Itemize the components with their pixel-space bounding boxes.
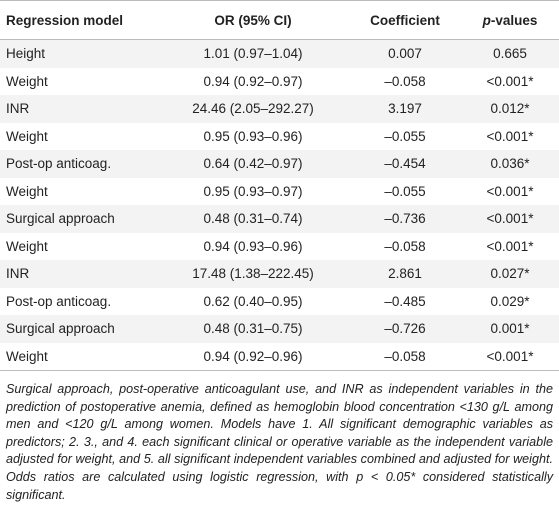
header-text: -values — [490, 12, 538, 28]
cell: <0.001* — [486, 211, 534, 227]
table-row: Surgical approach 0.48 (0.31–0.74) –0.736 <… — [0, 205, 559, 233]
table-row: Weight 0.94 (0.92–0.96) –0.058 <0.001* — [0, 343, 559, 371]
table-row: Surgical approach 0.48 (0.31–0.75) –0.726 0… — [0, 315, 559, 343]
cell: –0.736 — [384, 211, 426, 227]
cell: –0.055 — [384, 128, 426, 144]
cell: 0.48 (0.31–0.75) — [203, 321, 303, 337]
cell: 0.95 (0.93–0.96) — [203, 128, 303, 144]
cell: Surgical approach — [6, 211, 115, 227]
cell: –0.058 — [384, 348, 426, 364]
cell: 0.027* — [490, 266, 530, 282]
table-body: Height 1.01 (0.97–1.04) 0.007 0.665 Weight 0.… — [0, 39, 559, 371]
cell: 0.665 — [493, 46, 527, 62]
cell: –0.058 — [384, 73, 426, 89]
cell: 1.01 (0.97–1.04) — [203, 46, 303, 62]
cell: 0.94 (0.93–0.96) — [203, 238, 303, 254]
cell: Height — [6, 46, 46, 62]
cell: Surgical approach — [6, 321, 115, 337]
table-row: Weight 0.94 (0.92–0.97) –0.058 <0.001* — [0, 68, 559, 96]
cell: Post-op anticoag. — [6, 156, 112, 172]
table-row: Post-op anticoag. 0.64 (0.42–0.97) –0.454 0… — [0, 150, 559, 178]
table-row: Weight 0.95 (0.93–0.96) –0.055 <0.001* — [0, 123, 559, 151]
cell: <0.001* — [486, 348, 534, 364]
cell: 0.001* — [490, 321, 530, 337]
table-row: Height 1.01 (0.97–1.04) 0.007 0.665 — [0, 39, 559, 68]
cell: 24.46 (2.05–292.27) — [192, 101, 314, 117]
cell: 0.036* — [490, 156, 530, 172]
header-row: Regression model OR (95% CI) Coefficient p-… — [0, 0, 559, 40]
cell: INR — [6, 101, 30, 117]
cell: <0.001* — [486, 238, 534, 254]
cell: INR — [6, 266, 30, 282]
cell: 0.62 (0.40–0.95) — [203, 293, 303, 309]
table-row: Weight 0.95 (0.93–0.97) –0.055 <0.001* — [0, 178, 559, 206]
column-header: Regression model — [0, 0, 157, 40]
cell: 0.48 (0.31–0.74) — [203, 211, 303, 227]
cell: 3.197 — [388, 101, 422, 117]
cell: –0.055 — [384, 183, 426, 199]
cell: Weight — [6, 183, 48, 199]
cell: –0.485 — [384, 293, 426, 309]
results-table: Regression model OR (95% CI) Coefficient p-… — [0, 0, 559, 371]
cell: Weight — [6, 128, 48, 144]
cell: 17.48 (1.38–222.45) — [192, 266, 314, 282]
table-row: INR 17.48 (1.38–222.45) 2.861 0.027* — [0, 260, 559, 288]
cell: Weight — [6, 348, 48, 364]
cell: –0.726 — [384, 321, 426, 337]
footnote: Surgical approach, post-operative antico… — [0, 370, 559, 504]
cell: 0.64 (0.42–0.97) — [203, 156, 303, 172]
table-row: INR 24.46 (2.05–292.27) 3.197 0.012* — [0, 95, 559, 123]
cell: Post-op anticoag. — [6, 293, 112, 309]
cell: 0.94 (0.92–0.96) — [203, 348, 303, 364]
cell: 0.95 (0.93–0.97) — [203, 183, 303, 199]
cell: –0.454 — [384, 156, 426, 172]
table-row: Post-op anticoag. 0.62 (0.40–0.95) –0.485 0… — [0, 288, 559, 316]
cell: <0.001* — [486, 183, 534, 199]
cell: Weight — [6, 238, 48, 254]
cell: –0.058 — [384, 238, 426, 254]
cell: 2.861 — [388, 266, 422, 282]
cell: Weight — [6, 73, 48, 89]
column-header: OR (95% CI) — [157, 0, 349, 40]
table-row: Weight 0.94 (0.93–0.96) –0.058 <0.001* — [0, 233, 559, 261]
column-header: Coefficient — [349, 0, 461, 40]
header-italic: p — [482, 12, 491, 28]
cell: <0.001* — [486, 128, 534, 144]
cell: 0.007 — [388, 46, 422, 62]
column-header: p-values — [461, 0, 559, 40]
cell: 0.012* — [490, 101, 530, 117]
cell: 0.029* — [490, 293, 530, 309]
cell: 0.94 (0.92–0.97) — [203, 73, 303, 89]
cell: <0.001* — [486, 73, 534, 89]
